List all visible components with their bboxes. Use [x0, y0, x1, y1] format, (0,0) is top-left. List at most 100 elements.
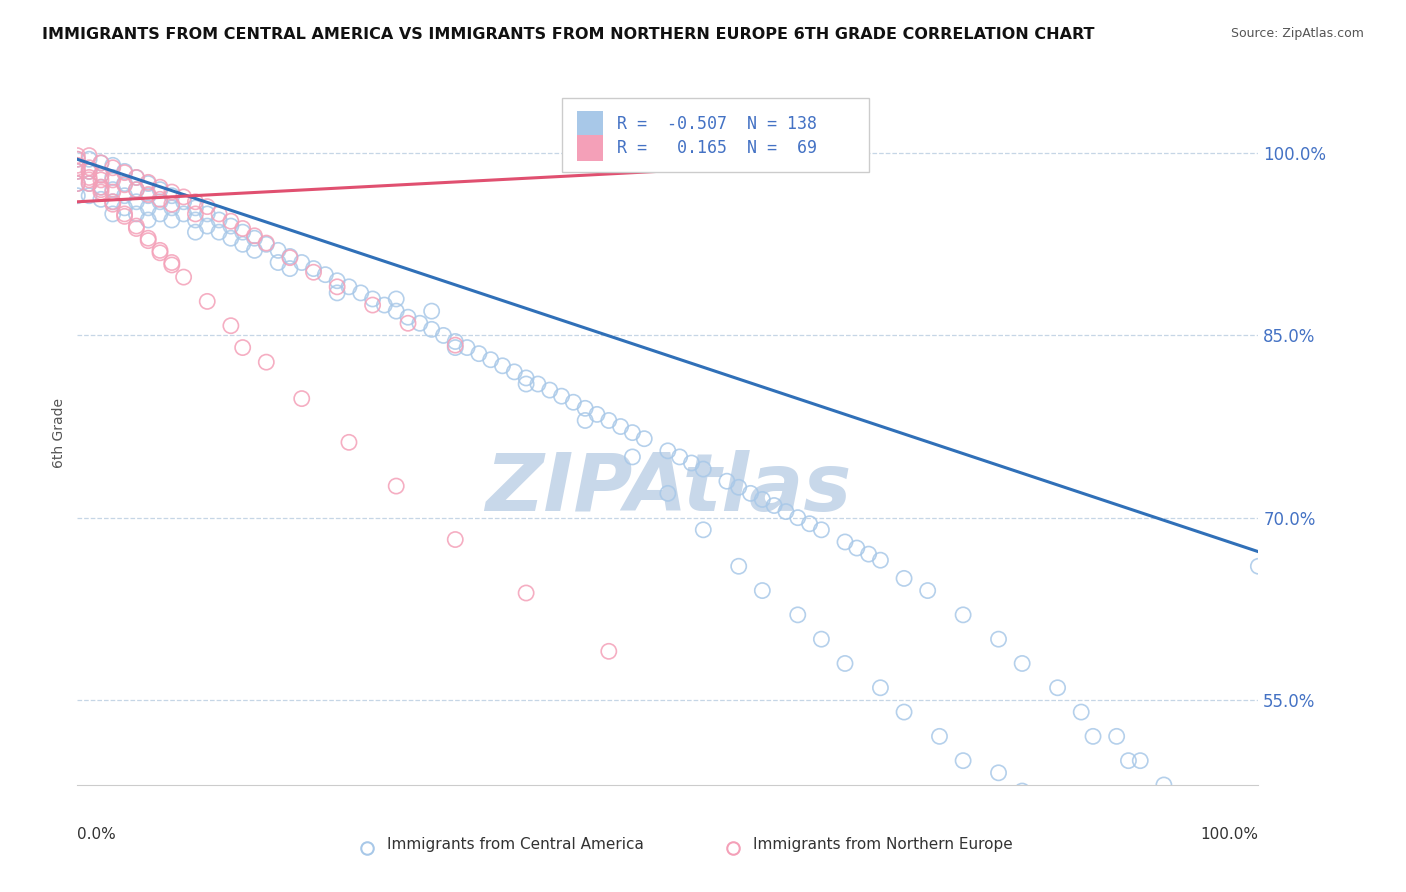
Point [503, 365, 526, 379]
Point [136, 231, 159, 245]
Point [101, 185, 124, 199]
Point [66, 177, 89, 191]
Point [149, 183, 172, 197]
Point [845, 541, 868, 555]
Point [114, 164, 136, 178]
Point [1118, 754, 1140, 768]
Point [727, 480, 749, 494]
Point [893, 705, 915, 719]
Point [90, 183, 112, 197]
Point [66, 153, 89, 167]
Point [66, 161, 89, 175]
Point [160, 255, 183, 269]
Point [621, 425, 644, 440]
Point [361, 298, 384, 312]
Point [101, 194, 124, 209]
Point [125, 194, 148, 209]
Point [125, 183, 148, 197]
Point [668, 450, 690, 464]
Point [184, 213, 207, 227]
Point [609, 419, 631, 434]
Point [243, 228, 266, 243]
Point [1070, 705, 1092, 719]
Point [101, 194, 124, 209]
Point [598, 413, 620, 427]
Point [657, 443, 679, 458]
Point [267, 244, 290, 258]
Point [219, 219, 242, 233]
Point [136, 213, 159, 227]
Point [136, 187, 159, 202]
Point [160, 201, 183, 215]
Point [136, 177, 159, 191]
Point [681, 456, 703, 470]
Point [917, 583, 939, 598]
Point [66, 153, 89, 167]
Point [952, 754, 974, 768]
Point [420, 322, 443, 336]
Point [114, 188, 136, 202]
Point [598, 644, 620, 658]
Point [149, 245, 172, 260]
Point [90, 156, 112, 170]
Point [692, 462, 714, 476]
Point [586, 408, 609, 422]
Point [160, 185, 183, 199]
Point [184, 207, 207, 221]
Point [987, 632, 1010, 647]
Point [1188, 802, 1211, 816]
Point [337, 435, 360, 450]
Point [444, 338, 467, 352]
Point [77, 170, 100, 185]
Point [195, 294, 218, 309]
Text: R =   0.165  N =  69: R = 0.165 N = 69 [617, 139, 817, 157]
Point [302, 261, 325, 276]
Point [1105, 730, 1128, 744]
Point [219, 214, 242, 228]
Point [136, 201, 159, 215]
Point [869, 553, 891, 567]
Point [1011, 784, 1033, 798]
Point [444, 334, 467, 349]
Point [515, 586, 537, 600]
Point [633, 432, 655, 446]
Point [692, 523, 714, 537]
Point [409, 316, 432, 330]
Point [243, 244, 266, 258]
Point [657, 486, 679, 500]
Point [136, 234, 159, 248]
Point [456, 341, 478, 355]
Point [219, 231, 242, 245]
Point [740, 486, 762, 500]
Point [125, 221, 148, 235]
Point [858, 547, 880, 561]
Point [1081, 730, 1104, 744]
Point [77, 161, 100, 175]
Text: 0.0%: 0.0% [77, 827, 117, 842]
Point [125, 170, 148, 185]
Point [515, 377, 537, 392]
Point [444, 533, 467, 547]
Point [90, 156, 112, 170]
Point [66, 164, 89, 178]
Point [751, 583, 773, 598]
Point [952, 607, 974, 622]
Point [538, 383, 561, 397]
Point [101, 197, 124, 211]
Point [149, 194, 172, 209]
Point [114, 178, 136, 192]
Point [232, 341, 254, 355]
Point [834, 535, 856, 549]
Point [125, 207, 148, 221]
Point [751, 492, 773, 507]
Point [101, 161, 124, 175]
Text: Immigrants from Northern Europe: Immigrants from Northern Europe [752, 838, 1012, 853]
Point [173, 270, 195, 285]
Point [101, 183, 124, 197]
Point [727, 559, 749, 574]
Point [114, 177, 136, 191]
Point [173, 207, 195, 221]
Point [326, 285, 349, 300]
Point [1046, 681, 1069, 695]
Point [468, 346, 491, 360]
